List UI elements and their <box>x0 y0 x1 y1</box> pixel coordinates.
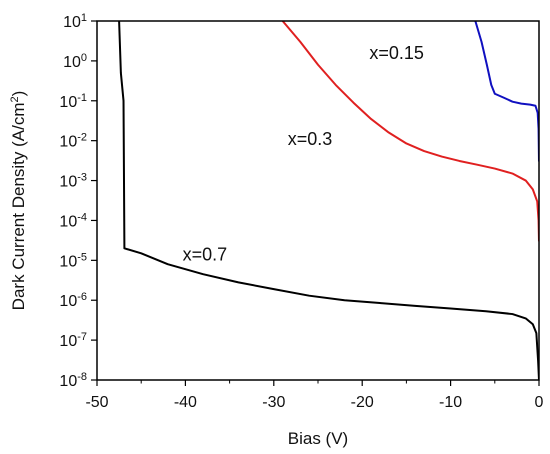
y-axis-label-sup: 2 <box>9 96 21 102</box>
annotation-layer: x=0.15 x=0.3 x=0.7 <box>183 43 424 264</box>
series-annotation: x=0.3 <box>288 129 333 149</box>
series-layer <box>118 21 539 380</box>
plot-frame <box>96 20 540 381</box>
x-tick-label: -20 <box>351 394 374 411</box>
series-line-1 <box>118 21 539 380</box>
y-tick-label: 10-2 <box>59 132 87 151</box>
y-axis-label-main: Dark Current Density (A/cm <box>9 102 28 310</box>
y-tick-label: 10-5 <box>59 251 87 270</box>
ticks-layer: -50 -40 -30 -20 -10 0 10-8 10-7 10-6 10-5 10-4 10-3… <box>59 12 543 411</box>
y-tick-label: 10-8 <box>59 371 87 390</box>
y-tick-label: 101 <box>63 12 87 31</box>
y-axis-label-close: ) <box>9 91 28 97</box>
series-line-3 <box>474 21 539 162</box>
y-tick-label: 10-3 <box>59 172 87 191</box>
x-tick-label: -10 <box>439 394 462 411</box>
y-tick-label: 100 <box>63 52 87 71</box>
x-tick-label: -30 <box>262 394 285 411</box>
x-tick-label: 0 <box>535 394 544 411</box>
y-tick-label: 10-6 <box>59 291 87 310</box>
y-tick-label: 10-7 <box>59 331 87 350</box>
y-axis-label: Dark Current Density (A/cm2) <box>9 91 28 311</box>
series-annotation: x=0.15 <box>369 43 424 63</box>
x-axis-label: Bias (V) <box>288 429 348 448</box>
x-tick-label: -40 <box>174 394 197 411</box>
x-tick-label: -50 <box>85 394 108 411</box>
y-tick-label: 10-1 <box>59 92 87 111</box>
series-annotation: x=0.7 <box>183 244 228 264</box>
y-tick-label: 10-4 <box>59 211 87 230</box>
series-line-2 <box>281 21 539 242</box>
